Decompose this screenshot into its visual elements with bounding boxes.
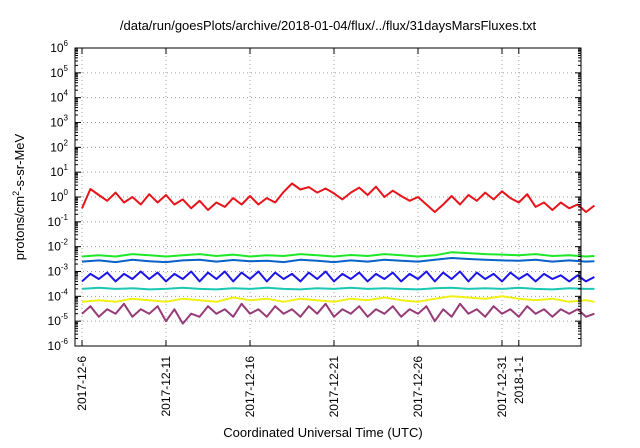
y-axis-label-rest: -s-sr-MeV <box>12 133 27 190</box>
y-tick-label-base: 10 <box>50 116 64 130</box>
y-tick-label-exponent: -6 <box>61 337 69 346</box>
y-axis-label-sup: 2 <box>11 191 21 196</box>
y-tick-label-exponent: 4 <box>64 89 69 98</box>
y-tick-label: 10-2 <box>48 238 69 254</box>
x-axis-ticks: 2017-12-6 2017-12-11 2017-12-16 2017-12-21 2… <box>75 48 526 417</box>
series-line-green <box>81 251 595 258</box>
y-tick-label: 106 <box>50 39 68 55</box>
y-tick-label-base: 10 <box>48 240 62 254</box>
y-tick-label-exponent: 3 <box>64 114 69 123</box>
y-axis-label-base: protons/cm <box>12 196 27 260</box>
y-tick-label-exponent: -1 <box>61 213 69 222</box>
chart-title: /data/run/goesPlots/archive/2018-01-04/f… <box>120 18 537 33</box>
series-line-cyan <box>81 286 595 291</box>
y-tick-label: 10-3 <box>48 263 69 279</box>
y-tick-label: 103 <box>50 114 68 130</box>
series-line-purple <box>81 302 595 325</box>
y-tick-label-base: 10 <box>48 265 62 279</box>
y-tick-label-base: 10 <box>48 314 62 328</box>
y-tick-label: 104 <box>50 89 68 105</box>
y-tick-label: 101 <box>50 163 68 179</box>
x-axis-label: Coordinated Universal Time (UTC) <box>223 425 422 440</box>
series-line-blue <box>81 270 595 283</box>
series-line-yellow <box>81 295 595 303</box>
y-tick-label-base: 10 <box>50 140 64 154</box>
y-tick-label-base: 10 <box>50 190 64 204</box>
y-tick-label-exponent: -3 <box>61 263 69 272</box>
x-tick-label: 2017-12-11 <box>159 356 173 417</box>
y-tick-label-exponent: 5 <box>64 64 69 73</box>
y-tick-label-base: 10 <box>50 66 64 80</box>
x-tick-label: 2017-12-6 <box>75 356 89 411</box>
x-tick-label: 2017-12-26 <box>411 356 425 418</box>
y-tick-label-base: 10 <box>48 215 62 229</box>
y-tick-label-base: 10 <box>50 41 64 55</box>
series-lines <box>81 182 596 325</box>
y-axis-label: protons/cm2-s-sr-MeV <box>11 133 27 260</box>
x-tick-label: 2017-12-21 <box>327 356 341 418</box>
y-tick-label-exponent: -4 <box>61 287 69 296</box>
y-tick-label-exponent: 1 <box>64 163 69 172</box>
y-axis-ticks: 10-610-510-410-310-210-11001011021031041… <box>48 39 581 353</box>
y-tick-label-exponent: -5 <box>61 312 69 321</box>
y-tick-label: 10-4 <box>48 287 69 303</box>
y-tick-label: 10-5 <box>48 312 69 328</box>
x-tick-label: 2017-12-16 <box>243 356 257 418</box>
y-tick-label-base: 10 <box>50 165 64 179</box>
x-tick-label: 2017-12-31 <box>495 356 509 418</box>
y-tick-label-base: 10 <box>48 339 62 353</box>
series-line-darkblue <box>81 257 595 264</box>
series-line-red <box>81 182 596 213</box>
y-tick-label-exponent: -2 <box>61 238 69 247</box>
y-tick-label: 105 <box>50 64 68 80</box>
y-tick-label: 100 <box>50 188 68 204</box>
y-tick-label: 102 <box>50 138 68 154</box>
y-tick-label: 10-6 <box>48 337 69 353</box>
y-tick-label-exponent: 6 <box>64 39 69 48</box>
y-tick-label-exponent: 0 <box>64 188 69 197</box>
y-tick-label-base: 10 <box>50 91 64 105</box>
y-tick-label: 10-1 <box>48 213 69 229</box>
y-tick-label-base: 10 <box>48 289 62 303</box>
x-tick-label: 2018-1-1 <box>512 356 526 404</box>
y-tick-label-exponent: 2 <box>64 138 69 147</box>
